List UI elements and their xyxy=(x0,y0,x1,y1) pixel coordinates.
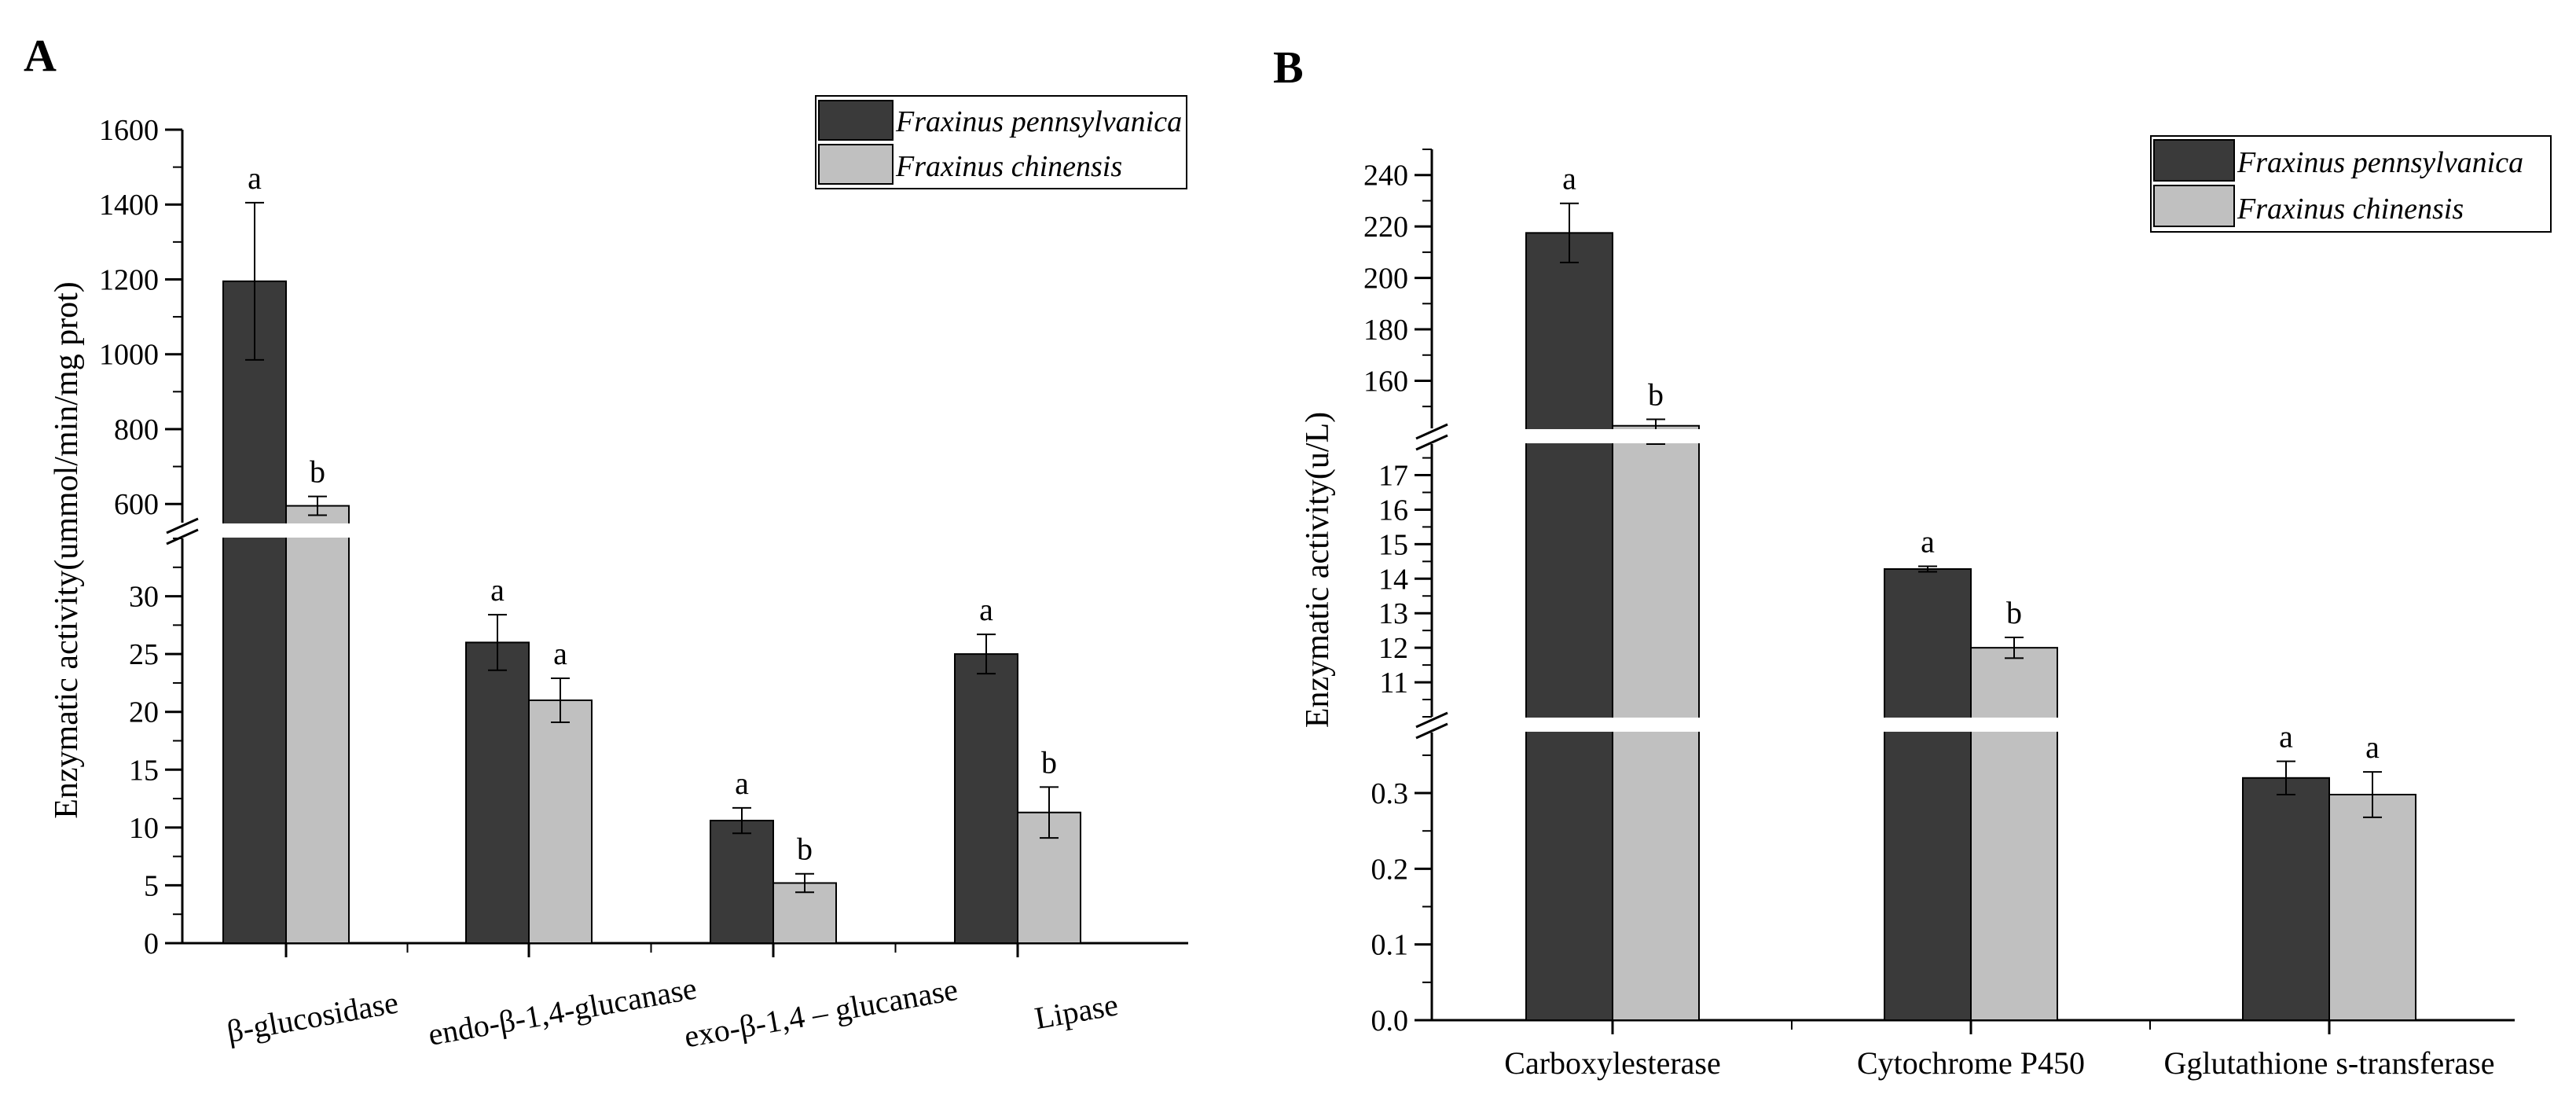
panel-b-sig-label-s1-c0: b xyxy=(1648,377,1664,413)
panel-a-tick-label: 5 xyxy=(144,869,159,902)
panel-a-tick-label: 15 xyxy=(129,754,159,787)
panel-b-y-axis-title: Enzymatic activity(u/L) xyxy=(1300,412,1336,728)
panel-b-tick-label: 200 xyxy=(1363,263,1408,296)
panel-a-tick-label: 1200 xyxy=(99,263,159,296)
panel-a-tick-label: 10 xyxy=(129,812,159,845)
panel-a-sig-label-s0-c1: a xyxy=(490,572,505,608)
panel-b-bar-s0-c0 xyxy=(1525,232,1613,1021)
panel-a-bar-s0-c3 xyxy=(954,653,1018,945)
panel-a-y-axis-title: Enzymatic activity(ummol/min/mg prot) xyxy=(49,281,85,819)
panel-a-category-3: Lipase xyxy=(1032,986,1121,1036)
panel-a-category-2: exo-β-1,4 – glucanase xyxy=(681,971,960,1055)
panel-a-axis-break-gap-0 xyxy=(184,523,1190,538)
panel-a-tick-label: 25 xyxy=(129,638,159,671)
panel-b-legend-swatch-1 xyxy=(2153,185,2235,227)
panel-b-tick-label: 0.1 xyxy=(1371,929,1409,962)
panel-a-tick-label: 20 xyxy=(129,696,159,729)
panel-b-category-2: Gglutathione s-transferase xyxy=(2164,1045,2495,1081)
panel-b-legend: Fraxinus pennsylvanica Fraxinus chinensi… xyxy=(2150,135,2552,233)
panel-a-tick-label: 600 xyxy=(114,488,159,521)
panel-a-sig-label-s1-c0: b xyxy=(310,454,325,490)
panel-b-tick-label: 13 xyxy=(1378,597,1408,630)
panel-a-sig-label-s1-c1: a xyxy=(553,636,567,671)
panel-a-sig-label-s1-c3: b xyxy=(1041,744,1057,780)
panel-a-legend-swatch-0 xyxy=(818,100,894,141)
panel-a-sig-label-s0-c3: a xyxy=(979,592,993,627)
panel-b-bar-s0-c2 xyxy=(2242,777,2330,1022)
panel-b-x-ticks xyxy=(1611,1020,2331,1034)
panel-b-tick-label: 0.2 xyxy=(1371,853,1409,886)
panel-a-sig-label-s0-c0: a xyxy=(248,160,262,196)
panel-b-tick-label: 17 xyxy=(1378,460,1408,493)
panel-b-sig-label-s1-c2: a xyxy=(2365,729,2380,765)
panel-a-tick-label: 0 xyxy=(144,927,159,960)
panel-a-legend: Fraxinus pennsylvanica Fraxinus chinensi… xyxy=(815,95,1187,189)
panel-a-y-ticks: 0 5 10 15 20 25 30 600 800 1000 1200 1400 1600 xyxy=(99,114,182,960)
panel-b-tick-label: 240 xyxy=(1363,160,1408,193)
panel-a-legend-label-1: Fraxinus chinensis xyxy=(895,150,1122,183)
panel-b-tick-label: 15 xyxy=(1378,528,1408,561)
panel-a-bar-s0-c1 xyxy=(465,641,530,945)
panel-b-axis-break-gap-0 xyxy=(1433,718,2516,732)
panel-a-legend-swatch-1 xyxy=(818,144,894,185)
panel-b-bar-s1-c1 xyxy=(1970,647,2058,1022)
panel-b-tick-label: 180 xyxy=(1363,314,1408,347)
panel-a-x-ticks xyxy=(284,943,1019,957)
panel-b-tick-label: 12 xyxy=(1378,632,1408,665)
panel-b-tick-label: 220 xyxy=(1363,211,1408,244)
panel-b-tick-label: 16 xyxy=(1378,494,1408,527)
panel-b-bar-s0-c1 xyxy=(1884,568,1972,1021)
panel-b-sig-label-s0-c1: a xyxy=(1921,523,1935,559)
panel-b-tick-label: 0.0 xyxy=(1371,1004,1409,1037)
panel-b-bar-s1-c2 xyxy=(2328,793,2416,1021)
panel-a-bars: a a a a b a b b xyxy=(184,160,1190,945)
panel-a-sig-label-s0-c2: a xyxy=(735,766,749,801)
panel-b-tick-label: 160 xyxy=(1363,365,1408,398)
panel-a-category-0: β-glucosidase xyxy=(224,984,401,1049)
panel-b-legend-label-1: Fraxinus chinensis xyxy=(2237,193,2464,226)
panel-b-axis-break-gap-1 xyxy=(1433,429,2516,443)
panel-b-category-1: Cytochrome P450 xyxy=(1857,1045,2085,1081)
panel-a-letter: A xyxy=(24,30,57,81)
panel-b-category-0: Carboxylesterase xyxy=(1504,1045,1720,1081)
panel-a-tick-label: 800 xyxy=(114,413,159,446)
panel-b-sig-label-s0-c0: a xyxy=(1562,161,1576,196)
panel-a-tick-label: 1000 xyxy=(99,339,159,372)
panel-b-letter: B xyxy=(1273,42,1304,93)
panel-a-bar-s0-c2 xyxy=(710,820,774,944)
panel-a-tick-label: 1600 xyxy=(99,114,159,147)
panel-b-legend-swatch-0 xyxy=(2153,139,2235,182)
panel-b-tick-label: 11 xyxy=(1379,666,1408,700)
panel-b-axis-break-upper xyxy=(1415,423,1448,451)
panel-a-tick-label: 30 xyxy=(129,581,159,614)
panel-b-tick-label: 0.3 xyxy=(1371,777,1409,810)
panel-a-sig-label-s1-c2: b xyxy=(797,832,813,867)
panel-b-legend-label-0: Fraxinus pennsylvanica xyxy=(2237,146,2523,179)
panel-a-tick-label: 1400 xyxy=(99,189,159,222)
panel-a-axis-break xyxy=(166,517,199,545)
panel-b-tick-label: 14 xyxy=(1378,563,1408,596)
panel-b-sig-label-s1-c1: b xyxy=(2006,595,2022,630)
panel-a-bar-s1-c1 xyxy=(528,700,593,944)
panel-a-bar-s1-c2 xyxy=(772,882,837,944)
panel-a-bar-s0-c0 xyxy=(222,280,287,945)
panel-a-bar-s1-c0 xyxy=(285,505,350,944)
panel-b-axis-break-lower xyxy=(1415,711,1448,740)
panel-a-category-1: endo-β-1,4-glucanase xyxy=(425,971,699,1052)
panel-a-legend-label-0: Fraxinus pennsylvanica xyxy=(895,105,1182,138)
